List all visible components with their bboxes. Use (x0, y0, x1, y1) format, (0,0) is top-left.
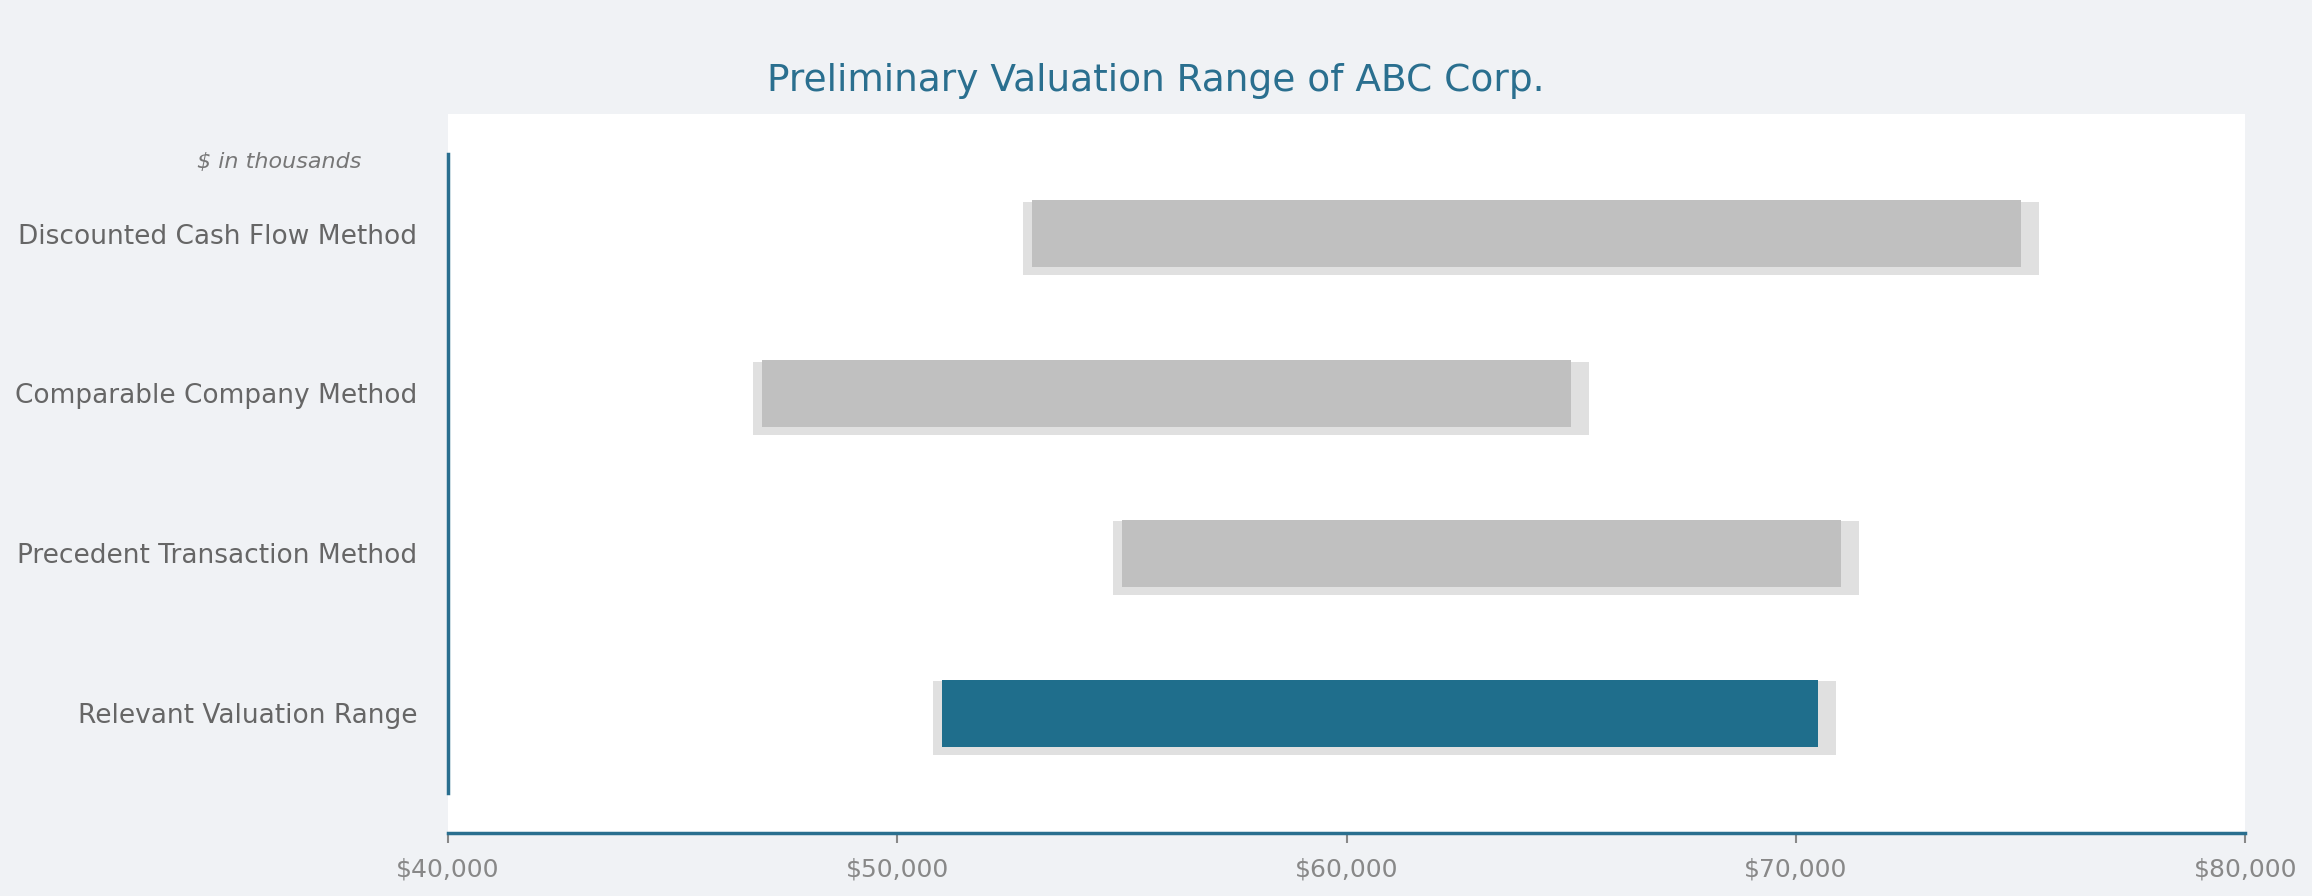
Bar (934, 682, 1836, 755)
Bar (1031, 200, 2021, 267)
Bar (1121, 520, 1840, 587)
Bar (763, 360, 1572, 427)
Bar (1112, 521, 1859, 595)
Bar (754, 361, 1588, 435)
Bar (1022, 202, 2039, 275)
Text: Preliminary Valuation Range of ABC Corp.: Preliminary Valuation Range of ABC Corp. (768, 63, 1544, 99)
Bar (941, 680, 1817, 747)
Text: $ in thousands: $ in thousands (197, 152, 361, 172)
